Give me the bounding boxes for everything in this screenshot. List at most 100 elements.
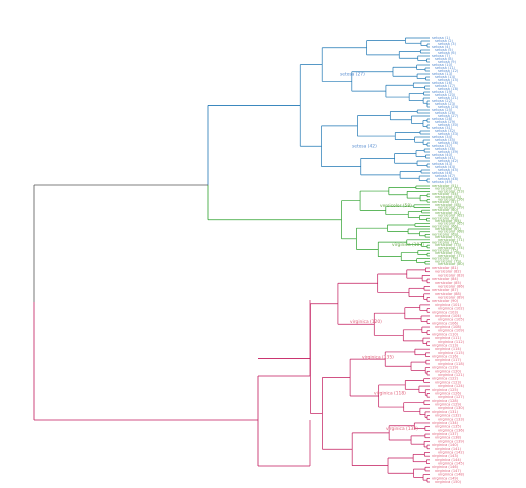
leaf-label: virginica (143) bbox=[432, 454, 459, 458]
leaf-label: setosa (4) bbox=[432, 45, 451, 49]
leaf-label: virginica (141) bbox=[435, 447, 462, 451]
leaf-label: setosa (33) bbox=[438, 132, 459, 136]
leaf-label: versicolor (62) bbox=[438, 214, 465, 218]
leaf-label: virginica (132) bbox=[435, 414, 462, 418]
inner-label: versicolor (58) bbox=[380, 203, 412, 209]
leaf-label: versicolor (57) bbox=[432, 200, 459, 204]
leaf-label: virginica (148) bbox=[438, 473, 465, 477]
leaf-label: setosa (20) bbox=[435, 93, 456, 97]
leaf-label: setosa (24) bbox=[438, 105, 459, 109]
leaf-label: setosa (43) bbox=[432, 162, 453, 166]
leaf-label: versicolor (64) bbox=[435, 219, 462, 223]
leaf-label: virginica (104) bbox=[435, 314, 462, 318]
leaf-label: setosa (6) bbox=[438, 51, 457, 55]
leaf-label: versicolor (80) bbox=[438, 262, 465, 266]
leaf-label: virginica (142) bbox=[438, 450, 465, 454]
leaf-label: versicolor (88) bbox=[435, 292, 462, 296]
leaf-label: virginica (109) bbox=[438, 329, 465, 333]
leaf-label: virginica (101) bbox=[435, 303, 462, 307]
leaf-label: versicolor (81) bbox=[432, 266, 459, 270]
leaf-label: setosa (27) bbox=[438, 114, 459, 118]
leaf-label: versicolor (51) bbox=[432, 184, 459, 188]
leaf-label: virginica (116) bbox=[432, 355, 459, 359]
leaf-label: setosa (18) bbox=[438, 87, 459, 91]
leaf-label: versicolor (77) bbox=[438, 254, 465, 258]
leaf-label: virginica (124) bbox=[438, 384, 465, 388]
leaf-label: virginica (127) bbox=[438, 395, 465, 399]
leaf-label: versicolor (86) bbox=[438, 284, 465, 288]
leaf-label: virginica (125) bbox=[432, 388, 459, 392]
leaf-label: virginica (112) bbox=[438, 340, 465, 344]
leaf-label: virginica (115) bbox=[438, 351, 465, 355]
leaf-label: setosa (42) bbox=[438, 159, 459, 163]
leaf-label: virginica (136) bbox=[438, 428, 465, 432]
leaf-label: setosa (10) bbox=[432, 63, 453, 67]
leaf-label: versicolor (82) bbox=[435, 270, 462, 274]
leaf-label: setosa (16) bbox=[432, 81, 453, 85]
leaf-label: virginica (113) bbox=[432, 343, 459, 347]
leaf-label: virginica (133) bbox=[438, 417, 465, 421]
leaf-label: setosa (29) bbox=[435, 120, 456, 124]
leaf-label: setosa (31) bbox=[432, 126, 453, 130]
leaf-label: versicolor (59) bbox=[438, 206, 465, 210]
leaf-label: versicolor (71) bbox=[438, 238, 465, 242]
leaf-label: versicolor (85) bbox=[435, 281, 462, 285]
leaf-label: versicolor (87) bbox=[432, 288, 459, 292]
leaf-label: setosa (36) bbox=[438, 141, 459, 145]
leaf-label: setosa (35) bbox=[435, 138, 456, 142]
leaf-label: virginica (128) bbox=[432, 399, 459, 403]
leaf-label: setosa (41) bbox=[435, 156, 456, 160]
leaf-label: virginica (147) bbox=[435, 469, 462, 473]
inner-label: virginica (118) bbox=[374, 390, 406, 396]
leaf-label: setosa (21) bbox=[438, 96, 459, 100]
leaf-label: virginica (135) bbox=[435, 425, 462, 429]
leaf-label: setosa (12) bbox=[438, 69, 459, 73]
leaf-label: versicolor (53) bbox=[438, 189, 465, 193]
leaf-label: setosa (14) bbox=[435, 75, 456, 79]
dendrogram-branches bbox=[33, 37, 430, 483]
leaf-label: versicolor (89) bbox=[438, 296, 465, 300]
leaf-label: versicolor (52) bbox=[435, 187, 462, 191]
leaf-label: setosa (39) bbox=[438, 150, 459, 154]
leaf-label: virginica (130) bbox=[438, 406, 465, 410]
leaf-label: versicolor (67) bbox=[435, 227, 462, 231]
leaf-label: setosa (34) bbox=[432, 135, 453, 139]
leaf-label: virginica (123) bbox=[435, 380, 462, 384]
leaf-label: virginica (138) bbox=[435, 436, 462, 440]
leaf-label: virginica (131) bbox=[432, 410, 459, 414]
leaf-label: setosa (23) bbox=[435, 102, 456, 106]
leaf-label: virginica (139) bbox=[438, 439, 465, 443]
leaf-label: versicolor (68) bbox=[438, 230, 465, 234]
leaf-label: versicolor (73) bbox=[435, 243, 462, 247]
leaf-label: setosa (38) bbox=[435, 147, 456, 151]
leaf-label: setosa (44) bbox=[435, 165, 456, 169]
leaf-label: versicolor (66) bbox=[432, 224, 459, 228]
leaf-label: setosa (28) bbox=[432, 117, 453, 121]
leaf-label: virginica (140) bbox=[432, 443, 459, 447]
leaf-label: setosa (3) bbox=[438, 42, 457, 46]
leaf-label: versicolor (83) bbox=[438, 273, 465, 277]
leaf-label: setosa (15) bbox=[438, 78, 459, 82]
leaf-label: setosa (32) bbox=[435, 129, 456, 133]
leaf-label: setosa (9) bbox=[438, 60, 457, 64]
leaf-label: versicolor (84) bbox=[432, 277, 459, 281]
leaf-label: virginica (121) bbox=[438, 373, 465, 377]
leaf-label: virginica (117) bbox=[435, 358, 462, 362]
inner-label: virginica (107) bbox=[392, 242, 424, 248]
leaf-label: versicolor (65) bbox=[438, 222, 465, 226]
leaf-label: virginica (150) bbox=[435, 480, 462, 484]
leaf-label: setosa (37) bbox=[432, 144, 453, 148]
leaf-label: virginica (137) bbox=[432, 432, 459, 436]
leaf-label: virginica (108) bbox=[435, 325, 462, 329]
leaf-label: setosa (5) bbox=[435, 48, 454, 52]
inner-label: virginica (135) bbox=[362, 355, 394, 361]
leaf-label: virginica (122) bbox=[432, 377, 459, 381]
inner-label: virginica (120) bbox=[350, 319, 382, 325]
inner-label: setosa (42) bbox=[352, 144, 377, 150]
leaf-label: virginica (111) bbox=[435, 336, 462, 340]
leaf-label: setosa (47) bbox=[435, 174, 456, 178]
leaf-label: setosa (40) bbox=[432, 153, 453, 157]
leaf-label: setosa (25) bbox=[432, 108, 453, 112]
leaf-label: virginica (118) bbox=[438, 362, 465, 366]
